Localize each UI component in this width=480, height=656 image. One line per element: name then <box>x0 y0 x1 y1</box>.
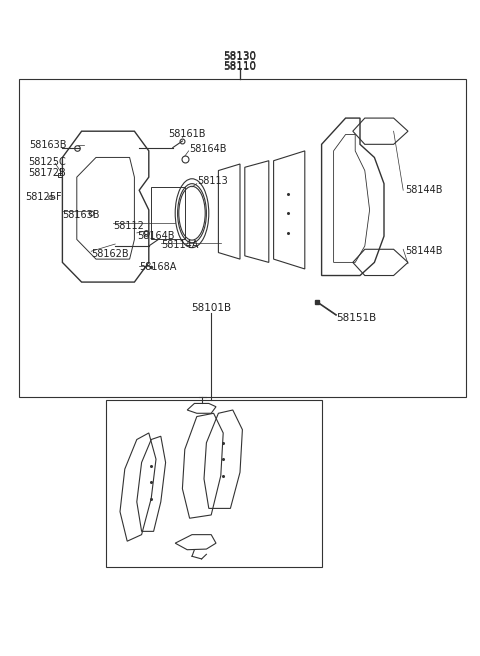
Text: 58113: 58113 <box>197 176 228 186</box>
Text: 58164B: 58164B <box>190 144 227 154</box>
Text: 58163B: 58163B <box>29 140 66 150</box>
Text: 58162B: 58162B <box>91 249 129 259</box>
Text: 58110: 58110 <box>224 62 256 72</box>
Text: 58144B: 58144B <box>406 245 443 256</box>
Text: 58163B: 58163B <box>62 210 100 220</box>
Text: 58101B: 58101B <box>191 303 231 314</box>
Text: 58125C: 58125C <box>28 157 66 167</box>
Text: 58125F: 58125F <box>25 192 62 202</box>
Text: 58110: 58110 <box>224 60 256 71</box>
Text: 58161B: 58161B <box>168 129 205 140</box>
Text: 58151B: 58151B <box>336 313 376 323</box>
Text: 58144B: 58144B <box>406 185 443 195</box>
Text: 58164B: 58164B <box>137 231 174 241</box>
Text: 58172B: 58172B <box>28 167 66 178</box>
Text: 58130: 58130 <box>224 52 256 62</box>
Text: 58114A: 58114A <box>161 239 198 250</box>
Text: 58112: 58112 <box>113 220 144 231</box>
Text: 58168A: 58168A <box>139 262 177 272</box>
Text: 58130: 58130 <box>224 51 256 61</box>
